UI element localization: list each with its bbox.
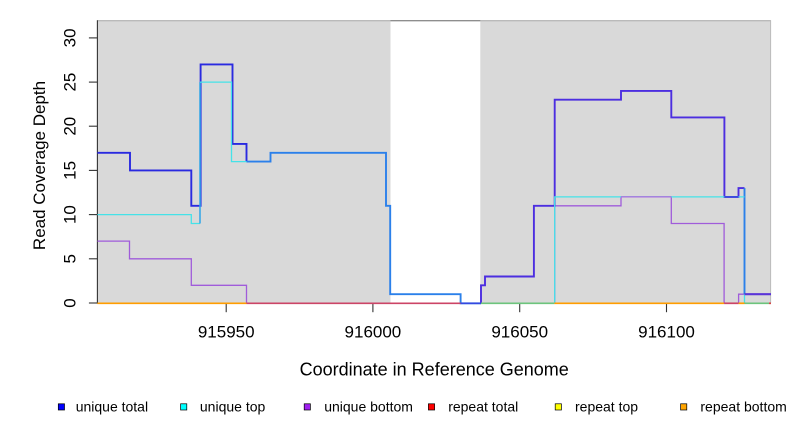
- svg-text:0: 0: [61, 298, 80, 307]
- svg-text:916050: 916050: [491, 323, 548, 342]
- svg-text:repeat bottom: repeat bottom: [700, 398, 786, 414]
- svg-text:20: 20: [61, 117, 80, 136]
- svg-text:10: 10: [61, 205, 80, 224]
- svg-text:30: 30: [61, 28, 80, 47]
- svg-text:unique total: unique total: [76, 398, 148, 414]
- svg-text:25: 25: [61, 73, 80, 92]
- svg-text:Read Coverage Depth: Read Coverage Depth: [30, 81, 49, 250]
- svg-text:916100: 916100: [638, 323, 695, 342]
- svg-text:repeat total: repeat total: [448, 398, 518, 414]
- svg-text:repeat top: repeat top: [575, 398, 638, 414]
- svg-text:Coordinate in Reference Genome: Coordinate in Reference Genome: [300, 360, 569, 380]
- svg-text:15: 15: [61, 161, 80, 180]
- svg-text:unique top: unique top: [200, 398, 266, 414]
- svg-text:unique bottom: unique bottom: [324, 398, 413, 414]
- svg-text:5: 5: [61, 254, 80, 263]
- svg-text:916000: 916000: [345, 323, 402, 342]
- svg-text:915950: 915950: [198, 323, 255, 342]
